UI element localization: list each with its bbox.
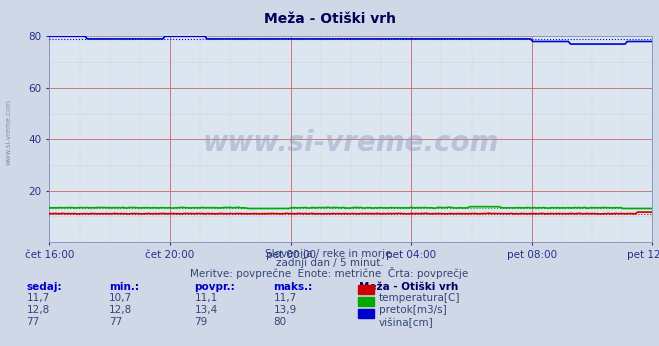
Text: Meža - Otiški vrh: Meža - Otiški vrh <box>359 282 459 292</box>
Text: zadnji dan / 5 minut.: zadnji dan / 5 minut. <box>275 258 384 268</box>
Text: 10,7: 10,7 <box>109 293 132 303</box>
Text: 12,8: 12,8 <box>26 305 49 315</box>
Text: Meža - Otiški vrh: Meža - Otiški vrh <box>264 12 395 26</box>
Text: Meritve: povprečne  Enote: metrične  Črta: povprečje: Meritve: povprečne Enote: metrične Črta:… <box>190 267 469 279</box>
Text: višina[cm]: višina[cm] <box>379 317 434 328</box>
Text: 11,7: 11,7 <box>273 293 297 303</box>
Text: 11,7: 11,7 <box>26 293 49 303</box>
Text: sedaj:: sedaj: <box>26 282 62 292</box>
Text: 13,4: 13,4 <box>194 305 217 315</box>
Text: 11,1: 11,1 <box>194 293 217 303</box>
Text: 12,8: 12,8 <box>109 305 132 315</box>
Text: maks.:: maks.: <box>273 282 313 292</box>
Text: min.:: min.: <box>109 282 139 292</box>
Text: temperatura[C]: temperatura[C] <box>379 293 461 303</box>
Text: www.si-vreme.com: www.si-vreme.com <box>5 98 11 165</box>
Text: 77: 77 <box>109 317 122 327</box>
Text: 79: 79 <box>194 317 208 327</box>
Text: 77: 77 <box>26 317 40 327</box>
Text: www.si-vreme.com: www.si-vreme.com <box>203 129 499 157</box>
Text: povpr.:: povpr.: <box>194 282 235 292</box>
Text: 13,9: 13,9 <box>273 305 297 315</box>
Text: Slovenija / reke in morje.: Slovenija / reke in morje. <box>264 249 395 259</box>
Text: 80: 80 <box>273 317 287 327</box>
Text: pretok[m3/s]: pretok[m3/s] <box>379 305 447 315</box>
